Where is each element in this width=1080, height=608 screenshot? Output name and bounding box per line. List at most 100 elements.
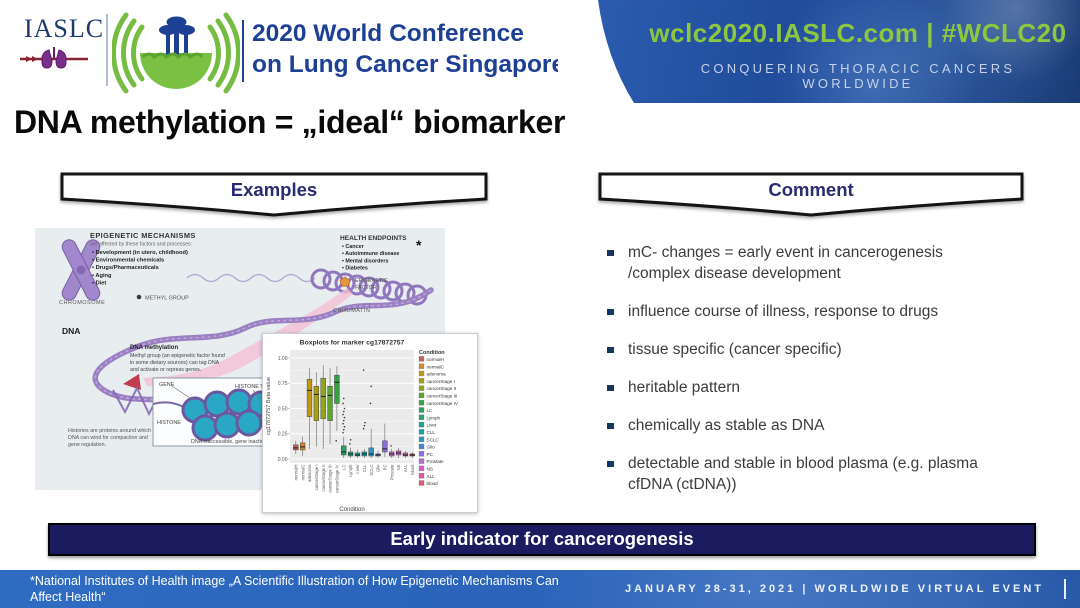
legend-entry-cancerStage I: cancerStage I	[418, 378, 455, 384]
legend-entry-NS: NS	[418, 465, 433, 472]
x-tick-label: CLL	[362, 464, 367, 472]
citation-asterisk: *	[416, 237, 422, 253]
iaslc-lung-icon	[20, 47, 88, 69]
bullet-square-icon	[607, 460, 614, 467]
health-endpoint-item: • Mental disorders	[342, 258, 389, 264]
x-tick-label: NS	[396, 464, 401, 470]
box-Glio: Glio	[375, 450, 381, 472]
conference-title-line1: 2020 World Conference	[252, 20, 524, 47]
epigenetic-mechanisms-subtitle: are affected by these factors and proces…	[90, 242, 192, 248]
legend-label: Glio	[427, 445, 436, 450]
legend-entry-cancerStage IV: cancerStage IV	[418, 400, 459, 406]
epigenetic-factor-icon	[339, 276, 351, 287]
box-Liver: Liver	[354, 449, 361, 474]
methyl-group-icon	[136, 294, 142, 300]
x-axis-label: Condition	[339, 507, 364, 513]
legend-label: Liver	[427, 423, 437, 428]
x-tick-label: cancerStage III	[328, 465, 333, 493]
x-tick-label: Lymph	[348, 464, 353, 477]
event-info: JANUARY 28-31, 2021 | WORLDWIDE VIRTUAL …	[624, 583, 1044, 595]
legend-entry-Liver: Liver	[418, 421, 437, 428]
gene-label: GENE	[159, 382, 175, 388]
bullet-square-icon	[607, 384, 614, 391]
comment-item: heritable pattern	[604, 377, 1054, 398]
x-tick-label: normalH	[293, 465, 298, 481]
legend-entry-LC: LC	[418, 407, 433, 413]
health-endpoints-title: HEALTH ENDPOINTS	[340, 235, 407, 242]
legend-label: cancerStage III	[427, 394, 458, 399]
header-divider	[106, 14, 108, 86]
histone-note-line-3: gene regulation.	[68, 442, 106, 448]
x-tick-label: ALL	[403, 464, 408, 472]
dna-strand-highlight	[94, 289, 432, 407]
legend-label: blood	[427, 481, 439, 486]
dna-inaccessible-label: DNA inaccessible, gene inactive	[191, 439, 266, 445]
histone-note-line-2: DNA can wind for compaction and	[68, 435, 148, 441]
comment-banner: Comment	[598, 172, 1024, 217]
mechanism-item: • Diet	[92, 280, 106, 286]
legend-entry-blood: blood	[418, 480, 439, 486]
comment-line: chemically as stable as DNA	[628, 417, 825, 434]
comment-line: /complex disease development	[628, 265, 841, 282]
x-tick-label: cancerStage I	[314, 465, 319, 491]
x-tick-label: adenoma	[307, 464, 312, 482]
box-blood: blood	[409, 451, 415, 475]
comment-line: detectable and stable in blood plasma (e…	[628, 455, 978, 472]
methyl-group-label: METHYL GROUP	[145, 296, 189, 302]
comment-line: influence course of illness, response to…	[628, 303, 939, 320]
citation: *National Institutes of Health image „A …	[30, 574, 559, 605]
boxplot-figure: 0.00 0.25 0.50 0.75 1.00 Boxplots for marker …	[262, 333, 478, 513]
box-Lymph: Lymph	[347, 439, 354, 477]
box-ALL: ALL	[402, 450, 409, 472]
dna-methylation-line-3: and activate or repress genes.	[130, 367, 201, 373]
header: IASLC 2020 World Co	[0, 0, 1080, 103]
wclc-waves-logo	[112, 12, 240, 94]
mechanism-item: • Development (in utero, childhood)	[92, 250, 188, 256]
x-tick-label: LC	[341, 465, 346, 470]
header-curve	[558, 0, 634, 103]
legend-label: NS	[427, 467, 433, 472]
epigenetic-mechanisms-list: • Development (in utero, childhood) • Env…	[92, 250, 188, 286]
legend-label: PC	[427, 452, 434, 457]
box-cancerStage IV: cancerStage IV	[334, 366, 340, 493]
legend-label: cancerStage II	[427, 386, 457, 391]
box-cancerStage III: cancerStage III	[327, 368, 333, 493]
conclusion-banner: Early indicator for cancerogenesis	[48, 523, 1036, 556]
x-tick-label: PC	[382, 465, 387, 471]
y-tick-label: 1.00	[278, 356, 288, 362]
legend-entry-PC: PC	[418, 451, 434, 457]
x-tick-label: normalC	[300, 465, 305, 481]
legend-entry-cancerStage II: cancerStage II	[418, 385, 457, 391]
comment-line: cfDNA (ctDNA))	[628, 476, 737, 493]
bullet-square-icon	[607, 422, 614, 429]
x-tick-label: SCLC	[369, 465, 374, 476]
bullet-square-icon	[607, 346, 614, 353]
legend-entry-cancerStage III: cancerStage III	[418, 392, 458, 399]
iaslc-logo: IASLC	[24, 14, 105, 43]
ribbon-arrow-icon	[123, 374, 141, 390]
histone-note-line-1: Histones are proteins around which	[68, 428, 151, 434]
y-tick-label: 0.50	[278, 406, 288, 412]
conference-website: wclc2020.IASLC.com | #WCLC20	[649, 18, 1067, 48]
legend-entry-Glio: Glio	[418, 443, 436, 450]
examples-banner: Examples	[60, 172, 488, 217]
comment-item: detectable and stable in blood plasma (e…	[604, 453, 1054, 495]
legend-label: cancerStage I	[427, 379, 455, 384]
boxplot-svg: 0.00 0.25 0.50 0.75 1.00 Boxplots for marker …	[266, 340, 459, 514]
comment-item: chemically as stable as DNA	[604, 415, 1054, 436]
chromatin-label: CHROMATIN	[333, 308, 370, 314]
box-CLL: CLL	[361, 369, 367, 472]
box-PC: PC	[382, 423, 388, 471]
x-tick-label: Glio	[376, 464, 381, 472]
dna-methylation-title: DNA methylation	[130, 345, 178, 351]
legend-entry-ALL: ALL	[418, 473, 435, 479]
comment-item: mC- changes = early event in cancerogene…	[604, 242, 1054, 284]
footer-divider	[1064, 579, 1066, 599]
chromatin-strand	[186, 273, 316, 283]
footer: *National Institutes of Health image „A …	[0, 570, 1080, 608]
y-tick-label: 0.00	[278, 457, 288, 463]
comment-item: tissue specific (cancer specific)	[604, 339, 1054, 360]
histone-label: HISTONE	[157, 420, 181, 426]
legend-label: Lymph	[427, 415, 441, 420]
